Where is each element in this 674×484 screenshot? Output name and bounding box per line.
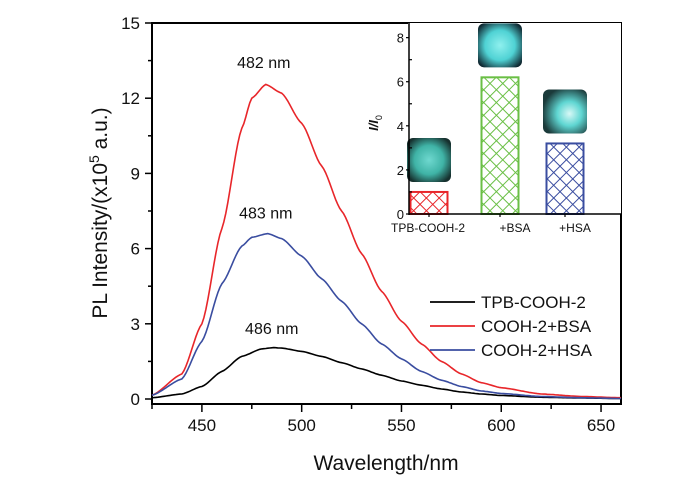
inset-y-tick-label: 2 [397, 163, 404, 178]
x-tick-label: 450 [188, 416, 216, 435]
peak-annotations: 482 nm 483 nm 486 nm [237, 55, 298, 338]
x-tick-label: 650 [587, 416, 615, 435]
y-tick-label: 15 [121, 14, 140, 33]
x-axis-title: Wavelength/nm [313, 452, 458, 475]
inset-bars [409, 76, 585, 216]
peak-label: 482 nm [237, 55, 290, 72]
inset-y-tick-label: 6 [397, 75, 404, 90]
x-tick-label: 550 [387, 416, 415, 435]
powder-photo-tpb-cooh-2 [407, 137, 451, 182]
y-tick-label: 9 [131, 164, 140, 183]
inset-y-tick-label: 8 [397, 31, 404, 46]
legend: TPB-COOH-2 COOH-2+BSA COOH-2+HSA [430, 293, 593, 360]
inset-x-tick-label: TPB-COOH-2 [391, 221, 465, 235]
inset-bar-hsa [545, 142, 585, 215]
inset-y-axis-title-sub: 0 [374, 115, 384, 120]
y-axis-title-unit: a.u.) [89, 107, 112, 155]
powder-photo-hsa [543, 89, 587, 134]
y-tick-label: 0 [131, 390, 140, 409]
y-axis-title-main: PL Intensity/(x10 [89, 163, 112, 319]
inset-y-tick-label: 4 [397, 119, 404, 134]
inset-x-tick-label: +BSA [499, 221, 530, 235]
series-line-cooh-2-bsa [151, 83, 621, 399]
inset-y-axis-title-main: I/I [366, 120, 381, 131]
series-line-cooh-2-hsa [151, 232, 621, 400]
y-tick-label: 6 [131, 240, 140, 259]
inset-y-axis-title: I/I0 [366, 115, 384, 131]
series-layer [151, 83, 621, 400]
powder-photo-bsa [478, 23, 522, 68]
x-tick-label: 500 [287, 416, 315, 435]
peak-label: 483 nm [239, 206, 292, 223]
legend-label: COOH-2+HSA [481, 341, 593, 360]
inset-y-axis: 0 2 4 6 8 [397, 31, 412, 222]
legend-label: COOH-2+BSA [481, 317, 592, 336]
x-axis: 450 500 550 600 650 [151, 404, 615, 435]
y-tick-label: 12 [121, 89, 140, 108]
inset-bar-bsa [480, 76, 520, 216]
inset-y-tick-label: 0 [397, 207, 404, 222]
inset-x-tick-label: +HSA [559, 221, 591, 235]
inset-images [407, 23, 587, 182]
peak-label: 486 nm [245, 321, 298, 338]
x-tick-label: 600 [487, 416, 515, 435]
inset-bar-tpb-cooh-2 [409, 190, 449, 215]
y-tick-label: 3 [131, 315, 140, 334]
y-axis-title-exponent: 5 [86, 155, 102, 163]
inset-x-axis: TPB-COOH-2 +BSA +HSA [391, 214, 591, 235]
legend-label: TPB-COOH-2 [481, 293, 586, 312]
y-axis: 0 3 6 9 12 15 [121, 14, 152, 409]
y-axis-title: PL Intensity/(x105 a.u.) [86, 107, 112, 318]
